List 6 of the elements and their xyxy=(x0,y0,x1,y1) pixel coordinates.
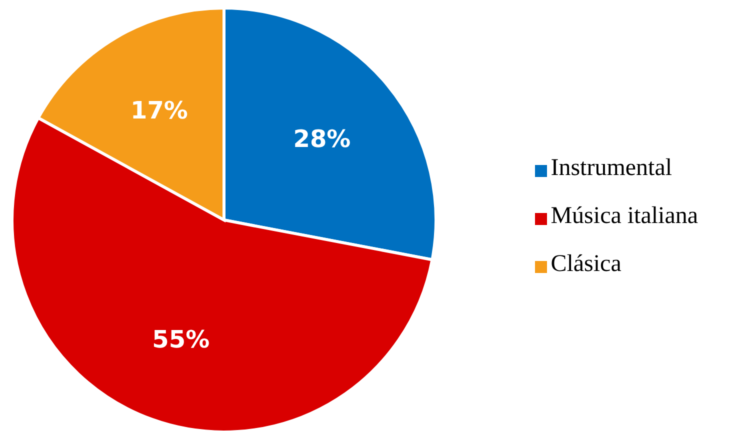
data-label: 28% xyxy=(293,124,351,153)
data-label: 55% xyxy=(152,326,210,354)
data-label: 17% xyxy=(130,96,188,125)
legend-label: Música italiana xyxy=(550,202,698,228)
legend-label: Instrumental xyxy=(550,154,672,180)
legend-label: Clásica xyxy=(550,250,622,276)
